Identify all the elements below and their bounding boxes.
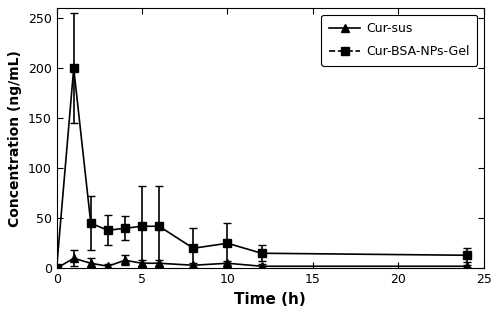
X-axis label: Time (h): Time (h) — [234, 292, 306, 307]
Y-axis label: Concentration (ng/mL): Concentration (ng/mL) — [8, 50, 22, 227]
Legend: Cur-sus, Cur-BSA-NPs-Gel: Cur-sus, Cur-BSA-NPs-Gel — [322, 14, 478, 66]
